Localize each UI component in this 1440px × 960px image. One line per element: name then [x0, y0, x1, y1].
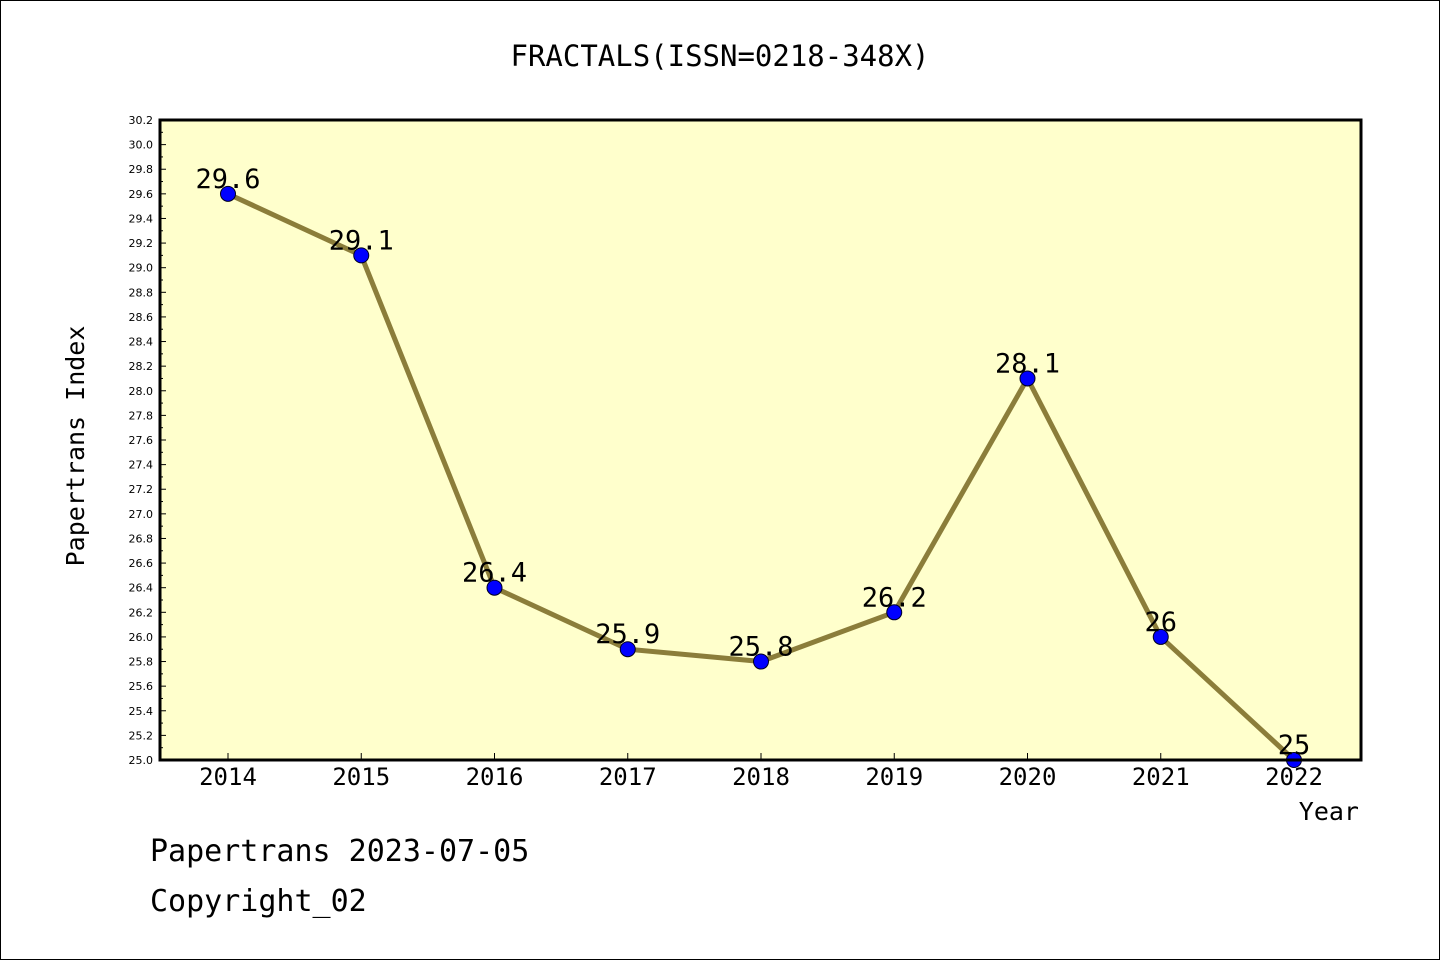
data-label: 26.4	[462, 558, 527, 589]
footer-date: Papertrans 2023-07-05	[150, 834, 530, 869]
data-point	[1152, 628, 1169, 645]
x-tick-label: 2019	[865, 763, 923, 791]
y-axis: 25.0 25.2 25.4 25.6 25.8 26.0 26.2 26.4 26.6 26.8…	[129, 114, 166, 767]
y-tick-label: 28.2	[129, 360, 154, 373]
y-tick-label: 25.6	[129, 680, 154, 693]
data-label: 25.8	[728, 632, 793, 663]
chart-title: FRACTALS(ISSN=0218-348X)	[510, 39, 929, 73]
y-axis-label: Papertrans Index	[61, 326, 90, 567]
y-tick-label: 30.2	[129, 114, 154, 127]
x-tick-label: 2021	[1132, 763, 1190, 791]
data-point	[886, 604, 903, 621]
y-tick-label: 27.8	[129, 409, 154, 422]
y-tick-label: 26.6	[129, 557, 154, 570]
data-point	[486, 579, 503, 596]
y-tick-label: 27.0	[129, 508, 154, 521]
y-tick-label: 29.6	[129, 188, 154, 201]
y-tick-label: 28.8	[129, 286, 154, 299]
y-tick-label: 25.8	[129, 656, 154, 669]
y-tick-label: 30.0	[129, 139, 154, 152]
data-point	[1019, 370, 1036, 387]
y-tick-label: 28.6	[129, 311, 154, 324]
x-tick-label: 2017	[599, 763, 657, 791]
data-points	[220, 185, 1302, 768]
y-tick-label: 28.0	[129, 385, 154, 398]
data-label: 26	[1144, 607, 1177, 638]
y-tick-label: 26.0	[129, 631, 154, 644]
x-tick-label: 2014	[199, 763, 257, 791]
data-label: 29.6	[195, 164, 260, 195]
data-point	[619, 641, 636, 658]
data-point	[220, 185, 236, 202]
y-tick-label: 27.6	[129, 434, 154, 447]
data-point	[353, 247, 370, 264]
y-tick-label: 26.4	[129, 582, 154, 595]
y-tick-label: 25.0	[129, 754, 154, 767]
data-label: 26.2	[862, 582, 927, 613]
data-label: 29.1	[329, 225, 394, 256]
x-tick-label: 2018	[732, 763, 790, 791]
y-tick-label: 29.0	[129, 262, 154, 275]
y-tick-label: 25.4	[129, 705, 154, 718]
y-tick-label: 26.8	[129, 532, 154, 545]
y-tick-label: 29.2	[129, 237, 154, 250]
plot-area	[160, 120, 1361, 760]
plot-border	[158, 118, 1363, 762]
y-tick-label: 29.8	[129, 163, 154, 176]
y-tick-label: 29.4	[129, 212, 154, 225]
x-tick-label: 2016	[466, 763, 524, 791]
data-label: 25.9	[595, 619, 660, 650]
y-tick-label: 26.2	[129, 606, 154, 619]
footer-copyright: Copyright_02	[150, 884, 367, 919]
y-tick-label: 25.2	[129, 729, 154, 742]
x-tick-label: 2015	[332, 763, 390, 791]
data-point	[753, 653, 769, 670]
data-labels: 29.6 29.1 26.4 25.9 25.8 26.2 28.1 26 25	[195, 164, 1310, 761]
x-axis-label: Year	[1299, 797, 1359, 826]
data-label: 25	[1278, 730, 1311, 761]
y-tick-label: 27.4	[129, 459, 154, 472]
y-tick-label: 27.2	[129, 483, 154, 496]
data-label: 28.1	[995, 348, 1060, 379]
y-tick-label: 28.4	[129, 336, 154, 349]
x-tick-label: 2020	[999, 763, 1057, 791]
